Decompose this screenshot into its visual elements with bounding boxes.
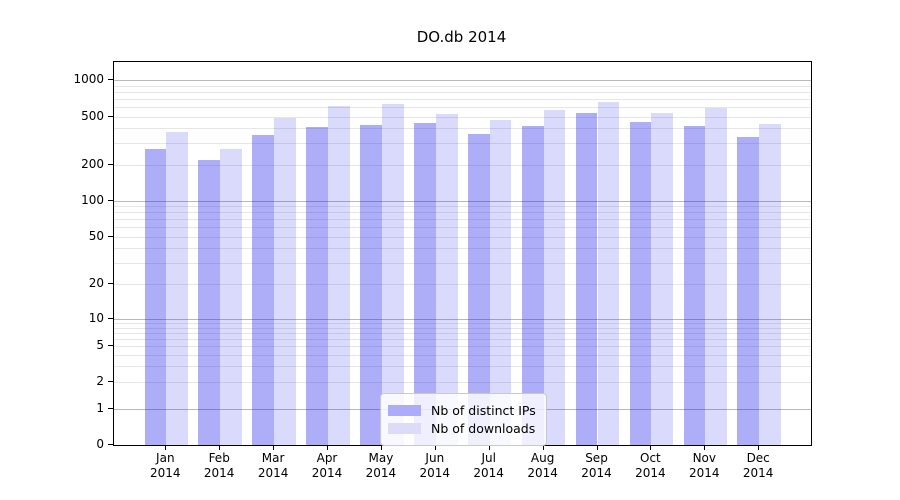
gridline-2 [114, 381, 811, 383]
gridline-600 [114, 107, 811, 109]
gridline-50 [114, 236, 811, 238]
xtick-label-jul: Jul 2014 [473, 451, 504, 480]
xtick-label-sep: Sep 2014 [581, 451, 612, 480]
bar-downloads-jun [435, 114, 458, 445]
bar-downloads-sep [597, 102, 620, 445]
xtick-label-jun: Jun 2014 [419, 451, 451, 480]
gridline-60 [114, 227, 811, 229]
legend-swatch-downloads [388, 423, 421, 434]
xtick-label-aug: Aug 2014 [527, 451, 558, 480]
gridline-1000 [114, 80, 811, 82]
xtick-label-apr: Apr 2014 [311, 451, 343, 480]
bar-downloads-apr [328, 106, 350, 445]
bar-downloads-dec [759, 123, 781, 445]
xtick-label-oct: Oct 2014 [635, 451, 666, 480]
bar-downloads-feb [220, 148, 242, 445]
bar-distinct-ips-nov [683, 125, 706, 445]
bar-distinct-ips-mar [252, 134, 275, 445]
legend-label-distinct-ips: Nb of distinct IPs [431, 403, 536, 418]
xtick-label-feb: Feb 2014 [203, 451, 235, 480]
bar-distinct-ips-jun [414, 123, 436, 445]
gridline-10 [114, 319, 811, 320]
ytick-label-5: 5 [96, 337, 104, 352]
bar-distinct-ips-jan [144, 148, 167, 445]
bar-downloads-aug [543, 110, 566, 445]
ytick-label-0: 0 [96, 437, 104, 451]
bar-distinct-ips-oct [629, 122, 652, 445]
gridline-300 [114, 143, 811, 145]
gridline-500 [114, 116, 811, 118]
gridline-900 [114, 85, 811, 87]
ytick-label-50: 50 [88, 228, 104, 243]
gridline-20 [114, 283, 811, 285]
bar-distinct-ips-dec [737, 136, 760, 445]
legend-entry-distinct-ips: Nb of distinct IPs [388, 403, 536, 418]
grid-layer [114, 62, 811, 445]
ytick-label-500: 500 [81, 108, 104, 123]
legend-swatch-distinct-ips [388, 405, 421, 416]
bars-layer [114, 62, 811, 445]
bar-downloads-oct [651, 113, 674, 445]
gridline-30 [114, 262, 811, 264]
bar-distinct-ips-apr [306, 127, 328, 445]
bar-downloads-may [381, 103, 404, 445]
gridline-800 [114, 92, 811, 93]
bar-distinct-ips-may [360, 124, 382, 445]
bar-distinct-ips-feb [198, 159, 221, 445]
bar-distinct-ips-sep [575, 112, 598, 445]
bar-distinct-ips-aug [521, 125, 544, 445]
bar-downloads-mar [274, 118, 296, 445]
ytick-label-1000: 1000 [73, 72, 104, 87]
gridline-8 [114, 327, 811, 329]
xtick-label-jan: Jan 2014 [150, 451, 181, 480]
legend: Nb of distinct IPs Nb of downloads [380, 393, 547, 446]
gridline-100 [114, 201, 811, 202]
ytick-label-10: 10 [88, 311, 104, 325]
gridline-90 [114, 206, 811, 208]
gridline-9 [114, 323, 811, 325]
gridline-4 [114, 354, 811, 356]
gridline-200 [114, 164, 811, 166]
gridline-40 [114, 248, 811, 249]
xtick-label-mar: Mar 2014 [257, 451, 289, 480]
gridline-700 [114, 99, 811, 100]
gridline-70 [114, 219, 811, 221]
ytick-label-200: 200 [81, 156, 104, 171]
bar-distinct-ips-jul [467, 133, 490, 445]
ytick-label-20: 20 [88, 275, 104, 290]
gridline-7 [114, 332, 811, 334]
ytick-label-2: 2 [96, 373, 104, 388]
legend-entry-downloads: Nb of downloads [388, 421, 536, 436]
xtick-label-dec: Dec 2014 [742, 451, 774, 480]
ytick-label-1: 1 [96, 400, 104, 415]
xtick-label-nov: Nov 2014 [689, 451, 720, 480]
gridline-80 [114, 212, 811, 214]
plot-area: Nb of distinct IPs Nb of downloads [113, 61, 812, 446]
bar-downloads-nov [705, 107, 728, 445]
legend-label-downloads: Nb of downloads [431, 421, 536, 436]
chart-title: DO.db 2014 [416, 28, 507, 46]
ytick-label-100: 100 [81, 193, 104, 207]
xtick-label-may: May 2014 [365, 451, 397, 480]
bar-downloads-jul [489, 120, 512, 445]
gridline-400 [114, 128, 811, 130]
gridline-5 [114, 345, 811, 347]
gridline-6 [114, 338, 811, 340]
bar-downloads-jan [166, 131, 189, 445]
gridline-3 [114, 365, 811, 367]
